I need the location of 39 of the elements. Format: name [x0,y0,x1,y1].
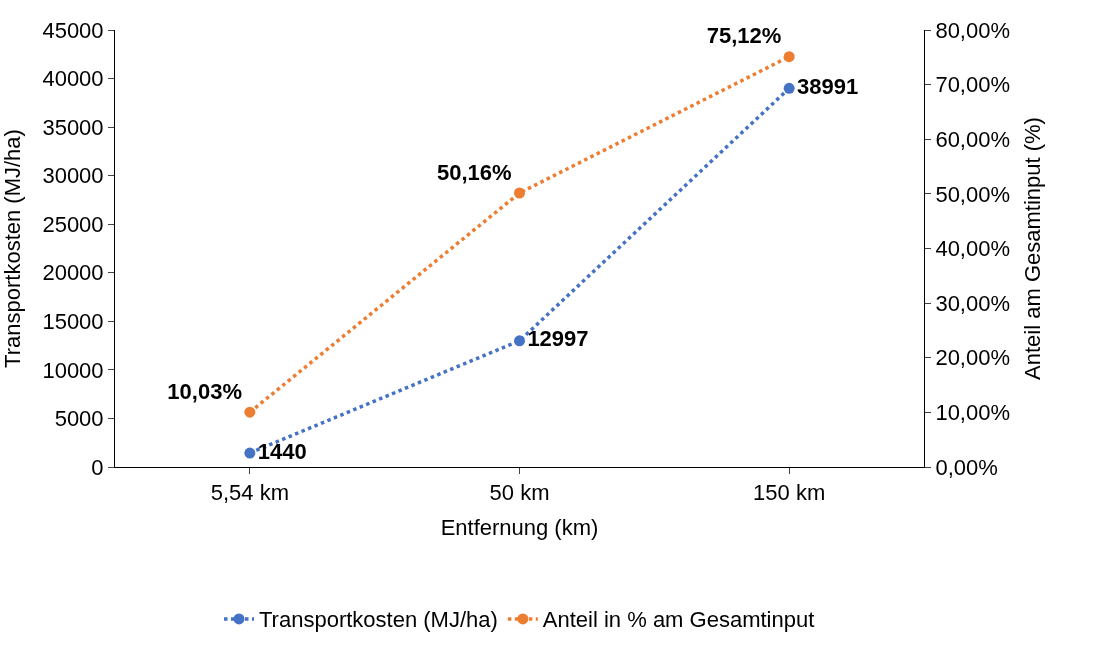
point [783,51,795,63]
y2-axis-title: Anteil am Gesamtinput (%) [1019,117,1045,380]
y-tick-label: 0 [91,454,104,480]
y2-tick-label: 70,00% [935,72,1011,98]
point [514,187,525,199]
y-tick-label: 45000 [42,17,104,43]
legend-label: Anteil in % am Gesamtinput [542,607,815,633]
x-axis-title: Entfernung (km) [440,515,599,541]
y2-tick-label: 50,00% [935,181,1011,207]
point [514,335,525,347]
legend-label: Transportkosten (MJ/ha) [259,607,498,633]
data-label: 38991 [797,73,859,99]
y-tick-label: 10000 [42,357,104,383]
y2-tick-label: 20,00% [935,345,1011,371]
y-axis-title: Transportkosten (MJ/ha) [0,129,26,368]
y-tick-label: 30000 [42,163,104,189]
data-label: 10,03% [167,378,242,404]
x-tick-label: 5,54 km [210,480,289,506]
y2-tick-label: 0,00% [935,454,998,480]
y2-tick-label: 80,00% [935,17,1011,43]
x-tick-label: 150 km [753,480,826,506]
data-label: 1440 [257,438,307,464]
y-tick-label: 25000 [42,211,104,237]
y-tick-label: 40000 [42,66,104,92]
x-tick-label: 50 km [489,480,550,506]
y2-tick-label: 60,00% [935,126,1011,152]
point [783,82,795,94]
data-label: 75,12% [706,23,782,49]
y2-tick-label: 30,00% [935,290,1011,316]
y-tick-label: 15000 [42,309,104,335]
point [244,447,256,459]
y2-tick-label: 40,00% [935,236,1011,262]
y-tick-label: 5000 [54,406,104,432]
data-label: 12997 [527,326,589,352]
y-tick-label: 20000 [42,260,104,286]
y2-tick-label: 10,00% [935,400,1011,426]
y-tick-label: 35000 [42,114,104,140]
point [244,406,256,418]
data-label: 50,16% [437,159,512,185]
